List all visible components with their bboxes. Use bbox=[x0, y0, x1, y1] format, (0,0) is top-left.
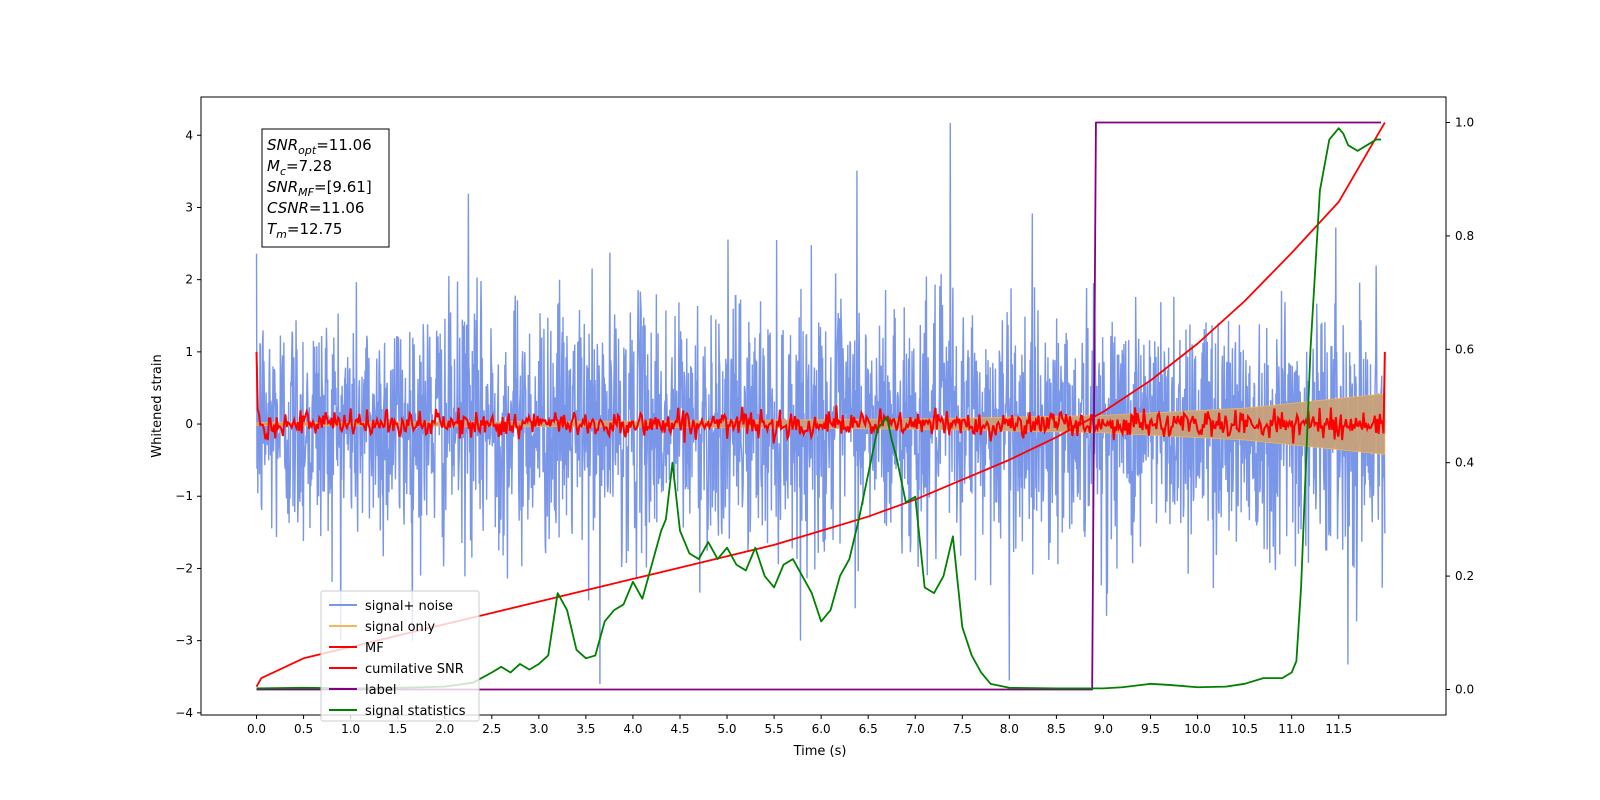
x-axis: 0.0 0.5 1.0 1.5 2.0 2.5 3.0 3.5 4.0 4.5 5.0 5.5 6.0 6… bbox=[247, 715, 1352, 736]
annotation-line: Tm=12.75 bbox=[267, 220, 342, 241]
x-tick-label: 6.5 bbox=[859, 722, 878, 736]
legend: signal+ noise signal only MF cumilative SNR… bbox=[320, 590, 480, 722]
x-tick-label: 0.0 bbox=[247, 722, 266, 736]
x-tick-label: 10.0 bbox=[1184, 722, 1211, 736]
x-tick-label: 2.0 bbox=[435, 722, 454, 736]
legend-label: signal only bbox=[365, 620, 435, 635]
annotation-subscript: opt bbox=[298, 144, 317, 157]
legend-item-signal-statistics: signal statistics bbox=[329, 704, 466, 719]
annotation-symbol: SNR bbox=[267, 136, 298, 154]
x-tick-label: 7.5 bbox=[953, 722, 972, 736]
annotation-value: =11.06 bbox=[309, 199, 365, 217]
annotation-line: SNRopt=11.06 bbox=[267, 136, 372, 157]
x-tick-label: 3.5 bbox=[576, 722, 595, 736]
annotation-frame bbox=[261, 128, 390, 248]
x-tick-label: 5.0 bbox=[717, 722, 736, 736]
y-tick-label: 3 bbox=[185, 200, 193, 214]
y2-tick-label: 0.0 bbox=[1455, 682, 1474, 696]
y-tick-label: 1 bbox=[185, 345, 193, 359]
y-tick-label: −1 bbox=[175, 489, 193, 503]
legend-frame bbox=[320, 590, 480, 722]
annotation-line: CSNR=11.06 bbox=[267, 199, 364, 217]
x-tick-label: 3.0 bbox=[529, 722, 548, 736]
x-tick-label: 4.5 bbox=[670, 722, 689, 736]
x-tick-label: 1.0 bbox=[341, 722, 360, 736]
x-tick-label: 10.5 bbox=[1231, 722, 1258, 736]
series-label bbox=[256, 121, 1382, 691]
y2-tick-label: 0.2 bbox=[1455, 569, 1474, 583]
legend-item-cumilative-snr: cumilative SNR bbox=[329, 662, 464, 677]
x-tick-label: 1.5 bbox=[388, 722, 407, 736]
annotation-value: =[9.61] bbox=[314, 178, 372, 196]
annotation-symbol: SNR bbox=[267, 178, 298, 196]
y2-tick-label: 0.4 bbox=[1455, 456, 1474, 470]
y-tick-label: 4 bbox=[185, 128, 193, 142]
series-signal-statistics bbox=[256, 127, 1382, 690]
legend-label: cumilative SNR bbox=[365, 662, 464, 677]
legend-item-signal-only: signal only bbox=[329, 620, 435, 635]
legend-item-signal-noise: signal+ noise bbox=[329, 599, 453, 614]
x-tick-label: 9.5 bbox=[1141, 722, 1160, 736]
x-tick-label: 4.0 bbox=[623, 722, 642, 736]
annotation-symbol: CSNR bbox=[267, 199, 309, 217]
legend-item-mf: MF bbox=[329, 641, 384, 656]
legend-item-label: label bbox=[329, 683, 396, 698]
y-tick-label: −4 bbox=[175, 706, 193, 720]
legend-label: signal+ noise bbox=[365, 599, 453, 614]
x-tick-label: 7.0 bbox=[906, 722, 925, 736]
y-axis-right: 1.0 0.8 0.6 0.4 0.2 0.0 bbox=[1446, 116, 1474, 696]
y-axis-left: 4 3 2 1 0 −1 −2 −3 −4 bbox=[175, 128, 201, 720]
annotation-subscript: c bbox=[280, 165, 286, 178]
series-mf bbox=[255, 351, 1386, 444]
annotation-symbol: T bbox=[267, 220, 278, 238]
x-tick-label: 11.5 bbox=[1325, 722, 1352, 736]
annotation-line: SNRMF=[9.61] bbox=[267, 178, 372, 199]
x-axis-label: Time (s) bbox=[793, 744, 847, 759]
y2-tick-label: 0.6 bbox=[1455, 342, 1474, 356]
series-layer bbox=[255, 121, 1386, 691]
x-tick-label: 8.0 bbox=[1000, 722, 1019, 736]
legend-label: MF bbox=[365, 641, 384, 656]
annotation-value: =12.75 bbox=[287, 220, 343, 238]
annotation-symbol: M bbox=[267, 157, 280, 175]
x-tick-label: 0.5 bbox=[294, 722, 313, 736]
legend-label: signal statistics bbox=[365, 704, 466, 719]
y-tick-label: −3 bbox=[175, 634, 193, 648]
plot-frame bbox=[200, 96, 1447, 716]
x-tick-label: 2.5 bbox=[482, 722, 501, 736]
y-axis-label: Whitened strain bbox=[150, 354, 165, 457]
annotation-subscript: MF bbox=[298, 186, 314, 199]
x-tick-label: 9.0 bbox=[1094, 722, 1113, 736]
y2-tick-label: 1.0 bbox=[1455, 116, 1474, 130]
annotation-line: Mc=7.28 bbox=[267, 157, 332, 178]
annotation-subscript: m bbox=[276, 228, 287, 241]
legend-label: label bbox=[365, 683, 396, 698]
annotation-value: =11.06 bbox=[316, 136, 372, 154]
y2-tick-label: 0.8 bbox=[1455, 229, 1474, 243]
x-tick-label: 5.5 bbox=[765, 722, 784, 736]
x-tick-label: 6.0 bbox=[812, 722, 831, 736]
x-tick-label: 11.0 bbox=[1278, 722, 1305, 736]
y-tick-label: 2 bbox=[185, 273, 193, 287]
x-tick-label: 8.5 bbox=[1047, 722, 1066, 736]
annotation-box: SNRopt=11.06Mc=7.28SNRMF=[9.61]CSNR=11.0… bbox=[261, 128, 390, 248]
y-tick-label: −2 bbox=[175, 561, 193, 575]
y-tick-label: 0 bbox=[185, 417, 193, 431]
annotation-value: =7.28 bbox=[286, 157, 332, 175]
